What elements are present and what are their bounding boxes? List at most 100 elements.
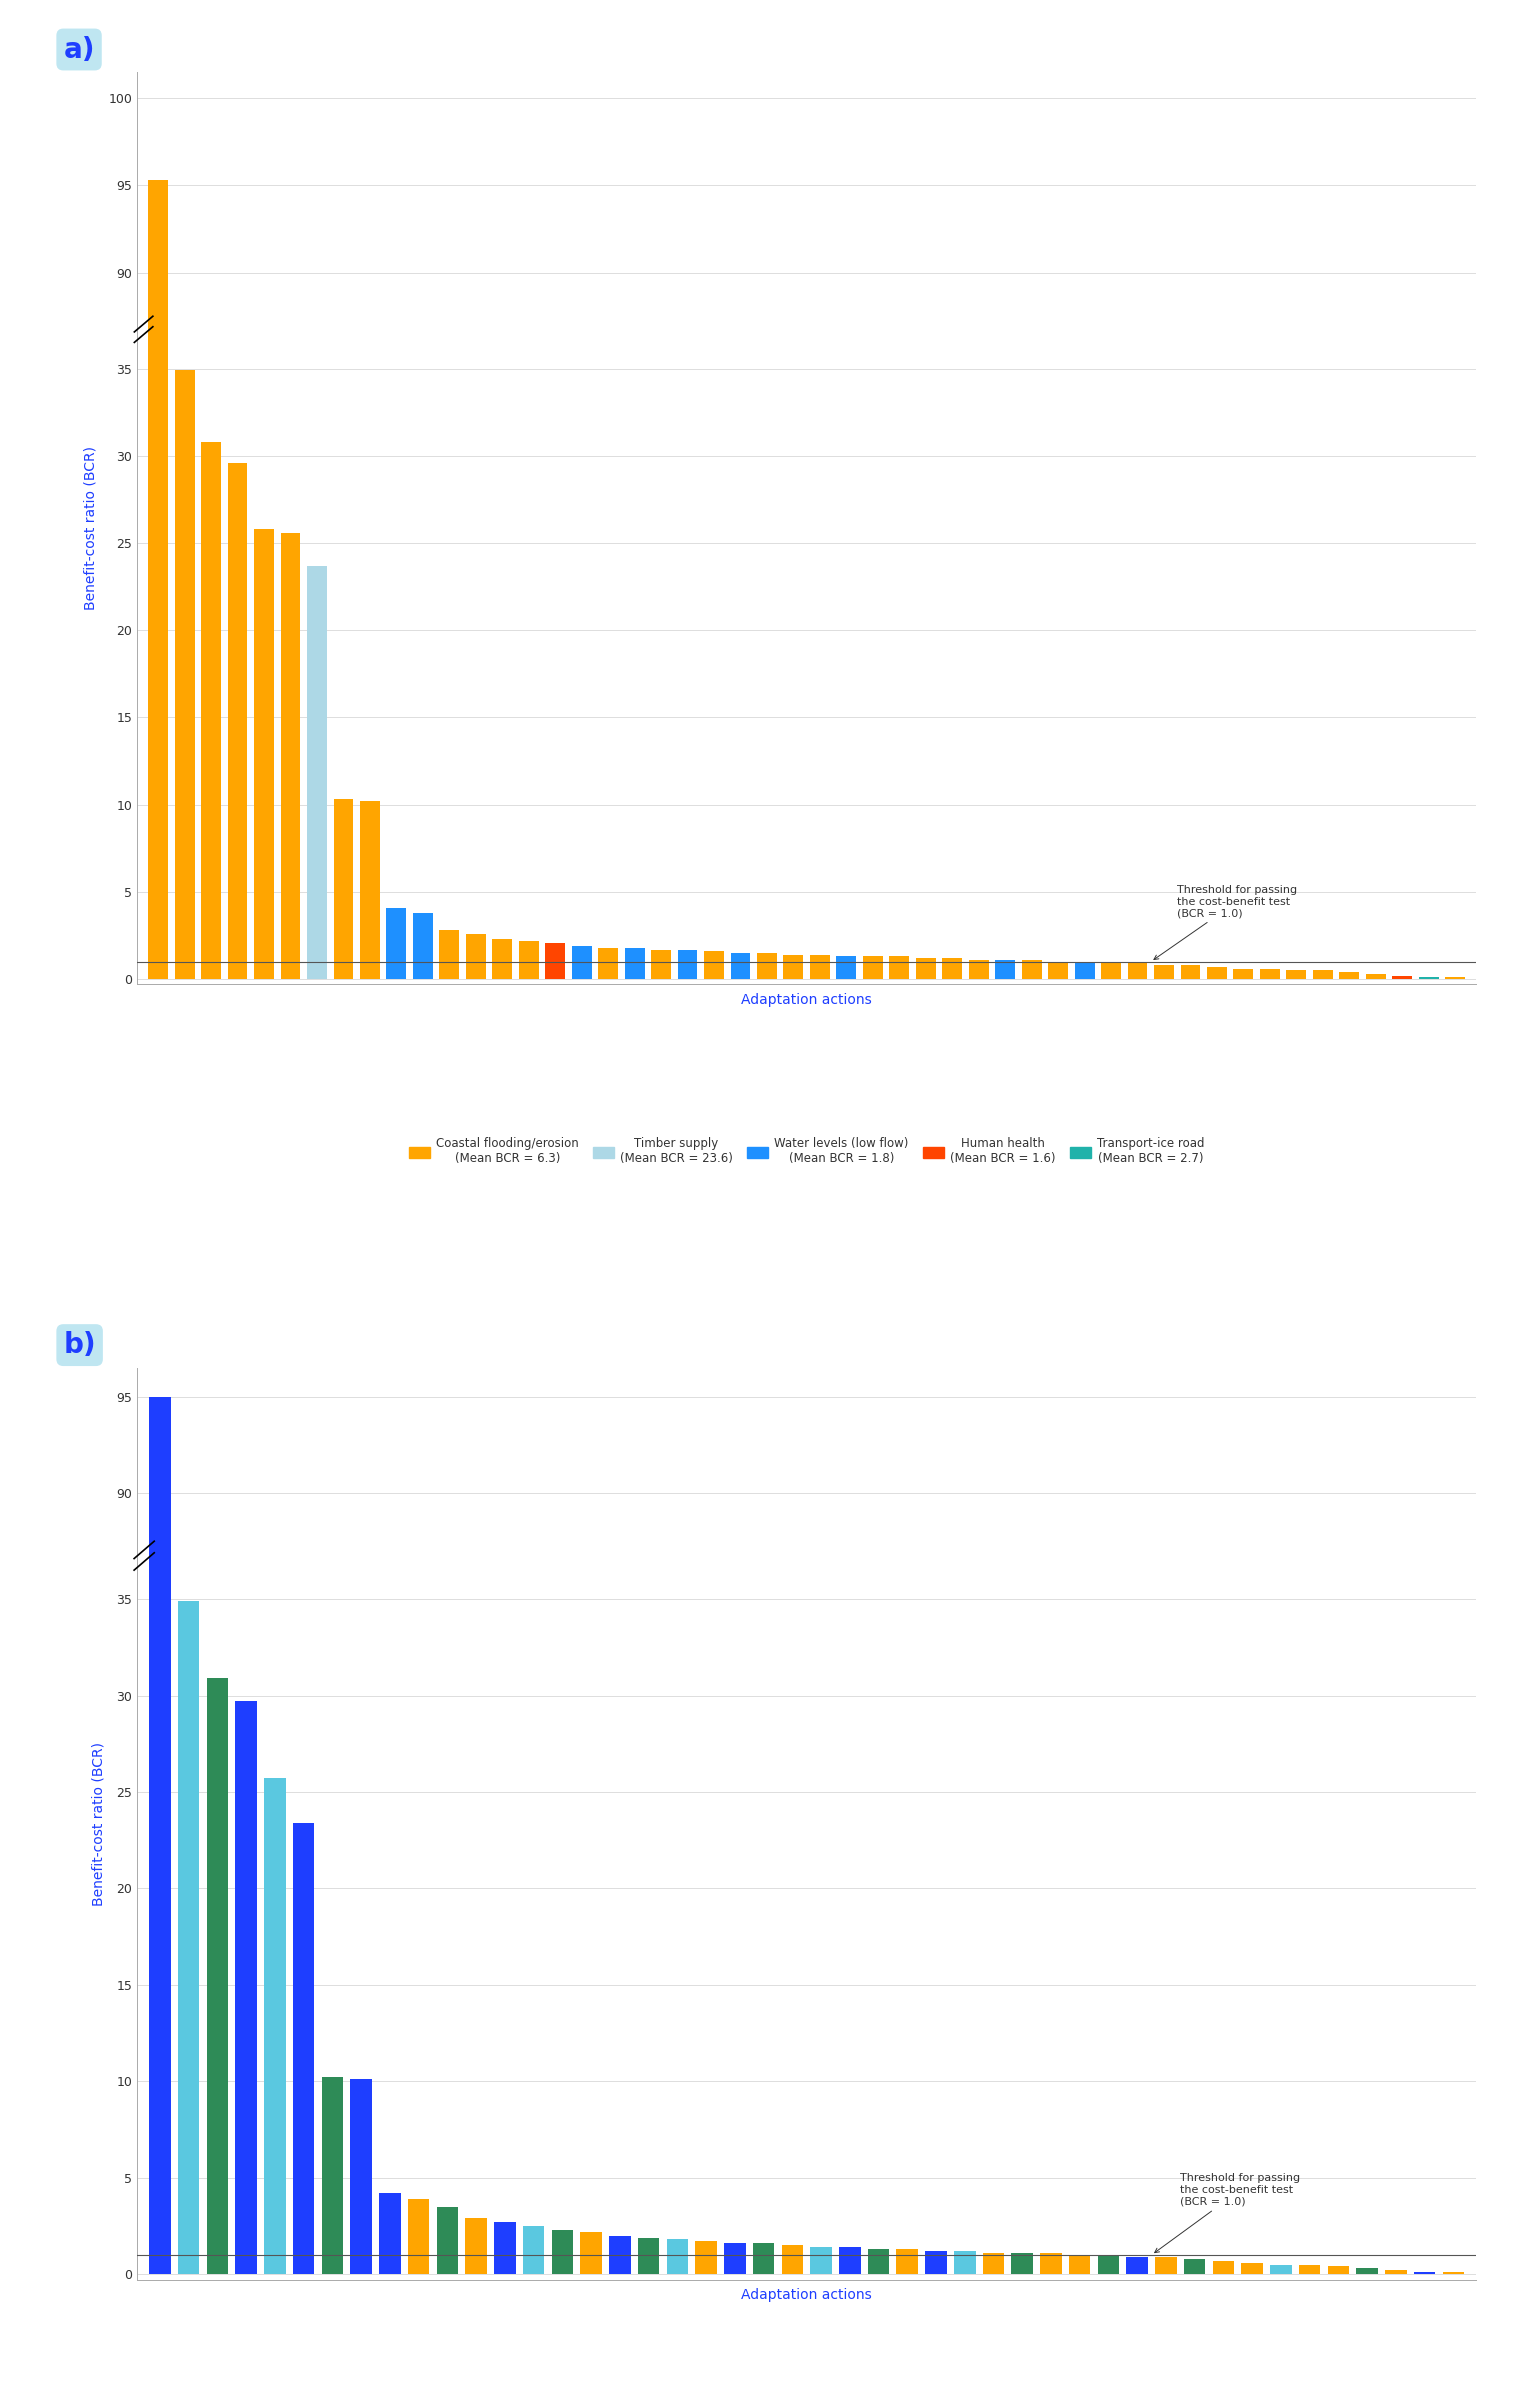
Bar: [545, 943, 565, 979]
Bar: [408, 2198, 429, 2275]
Bar: [580, 2232, 601, 2275]
Bar: [609, 2237, 630, 2275]
Bar: [1040, 2254, 1062, 2275]
Text: Threshold for passing
the cost-benefit test
(BCR = 1.0): Threshold for passing the cost-benefit t…: [1154, 886, 1297, 960]
Bar: [201, 442, 221, 979]
Bar: [178, 1601, 199, 2275]
Bar: [925, 2251, 947, 2275]
Bar: [1242, 2263, 1263, 2275]
Bar: [667, 2239, 688, 2275]
Bar: [696, 2242, 717, 2275]
Bar: [524, 2225, 545, 2275]
Bar: [1298, 2266, 1321, 2275]
Bar: [1207, 967, 1227, 979]
Bar: [810, 2246, 833, 2275]
X-axis label: Adaptation actions: Adaptation actions: [741, 994, 872, 1006]
Bar: [1327, 2266, 1348, 2275]
Bar: [492, 938, 513, 979]
Bar: [175, 370, 195, 979]
Bar: [954, 2251, 976, 2275]
Bar: [753, 2244, 775, 2275]
Bar: [148, 180, 167, 979]
Bar: [731, 953, 750, 979]
Bar: [1097, 2256, 1119, 2275]
Bar: [889, 958, 909, 979]
Bar: [651, 950, 671, 979]
Bar: [1365, 974, 1385, 979]
Bar: [1385, 2270, 1406, 2275]
Bar: [837, 958, 857, 979]
Bar: [1012, 2254, 1033, 2275]
Bar: [868, 2249, 889, 2275]
Bar: [350, 2078, 371, 2275]
Bar: [551, 2230, 574, 2275]
Bar: [466, 2218, 487, 2275]
Bar: [572, 946, 592, 979]
X-axis label: Adaptation actions: Adaptation actions: [741, 2287, 872, 2302]
Bar: [1271, 2266, 1292, 2275]
Bar: [1068, 2256, 1090, 2275]
Y-axis label: Benefit-cost ratio (BCR): Benefit-cost ratio (BCR): [84, 446, 97, 610]
Text: Threshold for passing
the cost-benefit test
(BCR = 1.0): Threshold for passing the cost-benefit t…: [1155, 2174, 1300, 2254]
Y-axis label: Benefit-cost ratio (BCR): Benefit-cost ratio (BCR): [91, 1742, 105, 1906]
Bar: [207, 1678, 228, 2275]
Bar: [1100, 962, 1122, 979]
Bar: [810, 955, 829, 979]
Bar: [1021, 960, 1041, 979]
Bar: [149, 1397, 170, 2275]
Bar: [638, 2237, 659, 2275]
Bar: [1128, 962, 1148, 979]
Bar: [1233, 970, 1253, 979]
Bar: [437, 2206, 458, 2275]
Bar: [1126, 2256, 1148, 2275]
Bar: [1184, 2258, 1205, 2275]
Bar: [495, 2222, 516, 2275]
Bar: [387, 907, 406, 979]
Bar: [321, 2078, 342, 2275]
Bar: [1154, 965, 1173, 979]
Bar: [254, 528, 274, 979]
Bar: [1339, 972, 1359, 979]
Bar: [942, 958, 962, 979]
Bar: [519, 941, 539, 979]
Bar: [724, 2244, 746, 2275]
Bar: [1181, 965, 1201, 979]
Bar: [292, 1824, 315, 2275]
Bar: [1393, 977, 1412, 979]
Bar: [1075, 962, 1094, 979]
Bar: [333, 799, 353, 979]
Bar: [705, 950, 724, 979]
Bar: [1213, 2261, 1234, 2275]
Bar: [784, 955, 804, 979]
Bar: [265, 1778, 286, 2275]
Bar: [839, 2246, 860, 2275]
Bar: [1313, 970, 1333, 979]
Bar: [781, 2246, 804, 2275]
Text: a): a): [64, 36, 94, 62]
Bar: [995, 960, 1015, 979]
Bar: [677, 950, 697, 979]
Bar: [624, 948, 644, 979]
Bar: [1260, 970, 1280, 979]
Legend: Coastal flooding/erosion
(Mean BCR = 6.3), Timber supply
(Mean BCR = 23.6), Wate: Coastal flooding/erosion (Mean BCR = 6.3…: [405, 1133, 1208, 1171]
Bar: [379, 2194, 400, 2275]
Bar: [970, 960, 989, 979]
Bar: [1286, 970, 1306, 979]
Bar: [280, 533, 300, 979]
Bar: [228, 463, 248, 979]
Text: b): b): [64, 1332, 96, 1358]
Bar: [756, 953, 776, 979]
Bar: [863, 958, 883, 979]
Bar: [983, 2254, 1005, 2275]
Bar: [466, 934, 486, 979]
Bar: [440, 931, 460, 979]
Bar: [307, 566, 327, 979]
Bar: [1155, 2256, 1177, 2275]
Bar: [598, 948, 618, 979]
Bar: [236, 1702, 257, 2275]
Bar: [916, 958, 936, 979]
Bar: [412, 912, 432, 979]
Bar: [1049, 962, 1068, 979]
Bar: [1356, 2268, 1377, 2275]
Bar: [896, 2249, 918, 2275]
